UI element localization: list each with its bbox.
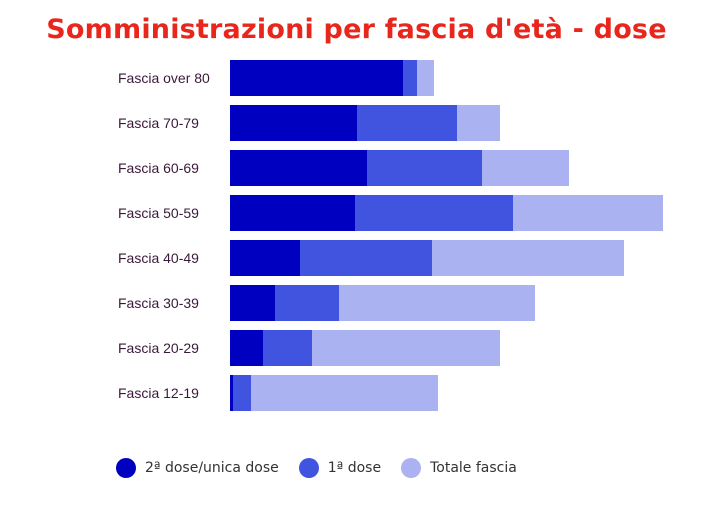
bar-chart: Fascia over 80 Fascia 70-79 Fascia 60-69 Fa… — [118, 60, 663, 411]
category-label: Fascia 30-39 — [118, 295, 199, 311]
bar-segment-series-2 — [513, 195, 663, 231]
bar-segment-series-1 — [263, 330, 312, 366]
bar-segment-series-0 — [230, 105, 357, 141]
category-label: Fascia 60-69 — [118, 160, 199, 176]
bar-segment-series-1 — [233, 375, 251, 411]
category-label: Fascia 70-79 — [118, 115, 199, 131]
legend-swatch — [401, 458, 422, 478]
bar-segment-series-1 — [357, 105, 457, 141]
bar-segment-series-2 — [457, 105, 500, 141]
bar-segment-series-2 — [312, 330, 500, 366]
bar-segment-series-2 — [339, 285, 535, 321]
legend-label: Totale fascia — [430, 460, 517, 476]
bar-segment-series-1 — [300, 240, 432, 276]
bar-segment-series-1 — [403, 60, 417, 96]
legend-item: 1ª dose — [298, 458, 382, 478]
legend: 2ª dose/unica dose 1ª dose Totale fascia — [116, 458, 537, 478]
legend-swatch — [298, 458, 319, 478]
bar-segment-series-0 — [230, 60, 403, 96]
bar-segment-series-0 — [230, 150, 367, 186]
bars — [230, 60, 663, 411]
bar-segment-series-2 — [251, 375, 438, 411]
legend-item: Totale fascia — [401, 458, 517, 478]
legend-item: 2ª dose/unica dose — [116, 458, 279, 478]
legend-label: 2ª dose/unica dose — [145, 460, 279, 476]
bar-segment-series-2 — [482, 150, 569, 186]
category-label: Fascia over 80 — [118, 70, 210, 86]
bar-segment-series-1 — [367, 150, 482, 186]
bar-segment-series-0 — [230, 375, 233, 411]
bar-segment-series-1 — [355, 195, 513, 231]
bar-segment-series-2 — [417, 60, 434, 96]
legend-swatch — [116, 458, 136, 478]
category-label: Fascia 50-59 — [118, 205, 199, 221]
bar-segment-series-0 — [230, 330, 263, 366]
category-label: Fascia 20-29 — [118, 340, 199, 356]
category-label: Fascia 40-49 — [118, 250, 199, 266]
category-label: Fascia 12-19 — [118, 385, 199, 401]
bar-segment-series-2 — [432, 240, 624, 276]
category-labels: Fascia over 80 Fascia 70-79 Fascia 60-69 Fa… — [118, 70, 210, 401]
bar-segment-series-0 — [230, 195, 355, 231]
bar-segment-series-1 — [275, 285, 339, 321]
chart-title: Somministrazioni per fascia d'età - dose — [46, 14, 667, 45]
legend-label: 1ª dose — [327, 460, 382, 476]
bar-segment-series-0 — [230, 240, 300, 276]
bar-segment-series-0 — [230, 285, 275, 321]
